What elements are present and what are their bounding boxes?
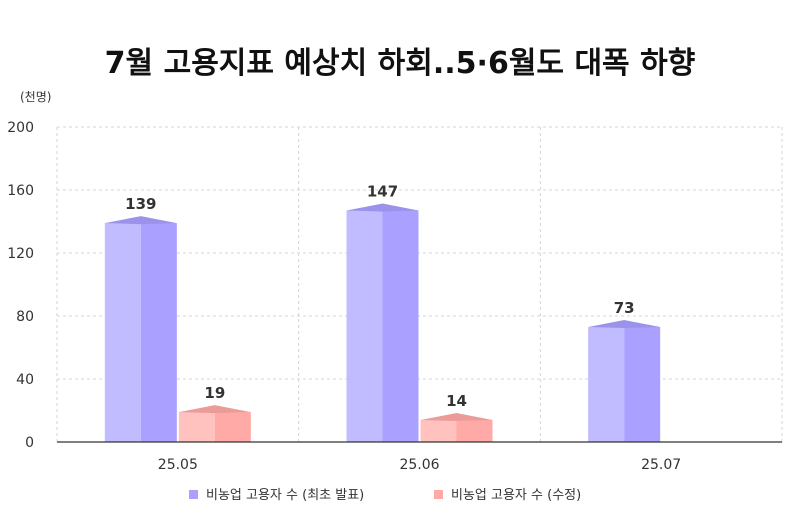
y-unit-label: (천명) <box>20 89 51 104</box>
bar-top-face <box>346 203 419 212</box>
x-tick-label: 25.07 <box>641 457 681 473</box>
bar-top-face <box>420 412 493 421</box>
grid <box>56 126 783 442</box>
y-tick-label: 120 <box>7 246 34 262</box>
x-tick-label: 25.05 <box>158 457 198 473</box>
axes: 0 40 80 120 160 200 25.05 25.06 25.07 <box>7 120 782 473</box>
bar-front-left <box>420 419 457 442</box>
legend-label-revised: 비농업 고용자 수 (수정) <box>451 488 581 503</box>
bar-front-left <box>588 327 625 442</box>
bar-front-right <box>624 327 661 442</box>
bar-front-right <box>456 419 493 442</box>
y-tick-label: 0 <box>25 435 34 451</box>
bar-top-face <box>178 405 251 414</box>
bar-front-left <box>346 210 383 442</box>
bar-top-face <box>588 320 661 329</box>
bars <box>104 203 661 442</box>
y-tick-label: 200 <box>7 120 34 136</box>
data-labels: 139 19 147 14 73 <box>125 182 634 409</box>
bar-front-left <box>178 412 215 442</box>
chart-title: 7월 고용지표 예상치 하회..5·6월도 대폭 하향 <box>105 46 696 81</box>
bar-front-right <box>382 210 419 442</box>
y-tick-label: 40 <box>16 372 34 388</box>
data-label: 139 <box>125 195 156 213</box>
bar-front-left <box>104 223 141 442</box>
bar-front-right <box>140 223 177 442</box>
bar-top-face <box>104 216 177 225</box>
data-label: 19 <box>204 384 225 402</box>
x-tick-label: 25.06 <box>399 457 439 473</box>
bar-front-right <box>214 412 251 442</box>
legend-swatch-initial <box>189 490 198 499</box>
legend-label-initial: 비농업 고용자 수 (최초 발표) <box>206 488 364 503</box>
legend: 비농업 고용자 수 (최초 발표) 비농업 고용자 수 (수정) <box>189 488 581 503</box>
y-tick-label: 160 <box>7 183 34 199</box>
data-label: 14 <box>446 392 467 410</box>
data-label: 73 <box>614 299 635 317</box>
legend-swatch-revised <box>434 490 443 499</box>
data-label: 147 <box>367 182 398 200</box>
y-tick-label: 80 <box>16 309 34 325</box>
